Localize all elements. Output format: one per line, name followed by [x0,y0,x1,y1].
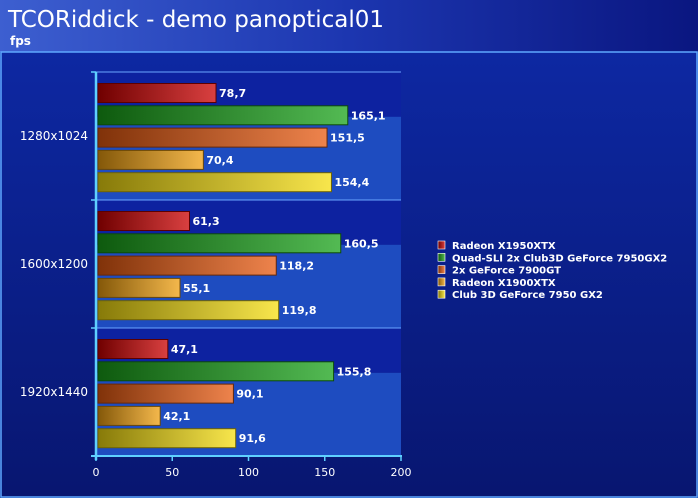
data-label: 118,2 [279,260,314,273]
legend-swatch [437,253,446,262]
legend-swatch [437,289,446,299]
bar [97,127,328,148]
chart-title: TCORiddick - demo panoptical01 [7,7,384,33]
chart-subtitle: fps [10,34,31,48]
bar [97,428,237,449]
plot-frame [0,51,698,498]
category-label: 1920x1440 [20,385,88,399]
bar [97,277,181,298]
data-label: 42,1 [163,410,190,423]
bar [97,383,234,404]
bar [97,172,332,193]
data-label: 155,8 [337,365,372,378]
x-tick-label: 200 [391,466,412,479]
x-tick-label: 150 [314,466,335,479]
data-label: 91,6 [239,432,266,445]
data-label: 154,4 [334,176,369,189]
legend-label: Radeon X1950XTX [452,241,556,252]
legend-swatch [437,240,446,250]
bar [97,339,169,359]
bar [97,149,204,170]
data-label: 90,1 [236,388,263,401]
title-banner [0,0,698,52]
bar [97,233,342,254]
data-label: 47,1 [171,343,198,356]
x-tick-label: 0 [93,466,100,479]
bar [97,83,217,103]
data-label: 165,1 [351,109,386,122]
bar [97,211,190,231]
legend-label: Radeon X1900XTX [452,278,556,289]
data-label: 78,7 [219,87,246,100]
data-label: 160,5 [344,237,379,250]
bar [97,105,349,126]
bar [97,405,161,426]
data-label: 151,5 [330,132,365,145]
bar [97,300,280,321]
data-label: 61,3 [192,215,219,228]
legend-swatch [437,277,446,287]
category-label: 1600x1200 [20,257,88,271]
x-tick-label: 100 [238,466,259,479]
legend-swatch [437,265,446,274]
x-tick-label: 50 [165,466,179,479]
plot-area: 1280x1024 78,7 165,1 151,5 70,4 154,4 1600x120… [20,71,412,479]
bar [97,255,277,276]
legend-label: Quad-SLI 2x Club3D GeForce 7950GX2 [452,253,667,264]
data-label: 55,1 [183,282,210,295]
legend-label: Club 3D GeForce 7950 GX2 [452,290,603,301]
data-label: 119,8 [282,304,317,317]
category-label: 1280x1024 [20,129,88,143]
bar [97,361,335,382]
data-label: 70,4 [206,154,233,167]
legend-label: 2x GeForce 7900GT [452,266,561,277]
